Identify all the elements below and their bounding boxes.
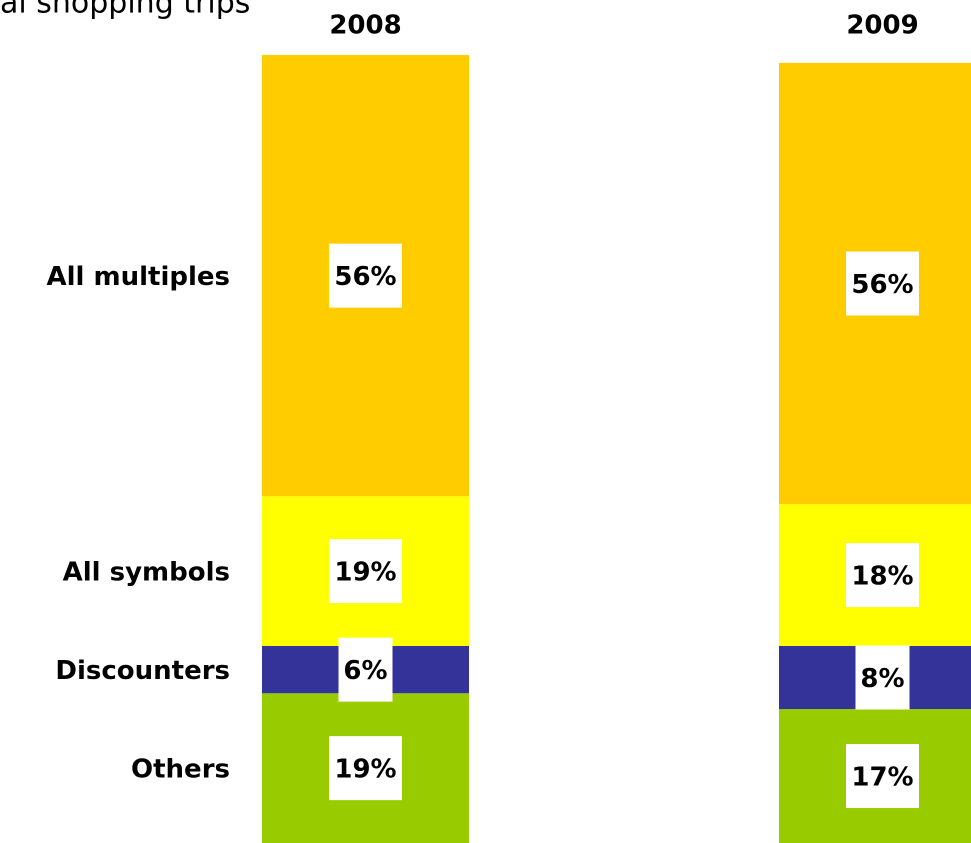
chart-title: al shopping trips xyxy=(0,0,250,21)
legend-label: Discounters xyxy=(55,656,230,686)
legend-label: All multiples xyxy=(47,262,231,292)
legend-label: Others xyxy=(131,755,230,785)
value-label: 56% xyxy=(334,262,396,292)
value-label-box xyxy=(846,251,919,316)
value-label: 19% xyxy=(334,755,396,785)
value-label: 19% xyxy=(334,558,396,588)
x-category-label: 2009 xyxy=(846,11,918,41)
value-label: 18% xyxy=(851,562,913,592)
value-label-box xyxy=(855,645,910,710)
value-label: 56% xyxy=(851,270,913,300)
value-label-box xyxy=(329,736,402,801)
value-label-box xyxy=(329,243,402,308)
value-label-box xyxy=(846,744,919,809)
legend-label: All symbols xyxy=(63,558,230,588)
x-category-label: 2008 xyxy=(329,11,401,41)
value-label: 8% xyxy=(860,664,904,694)
value-label: 6% xyxy=(343,656,387,686)
value-label-box xyxy=(846,543,919,608)
value-label-box xyxy=(329,539,402,604)
value-label: 17% xyxy=(851,763,913,793)
value-label-box xyxy=(338,637,393,702)
